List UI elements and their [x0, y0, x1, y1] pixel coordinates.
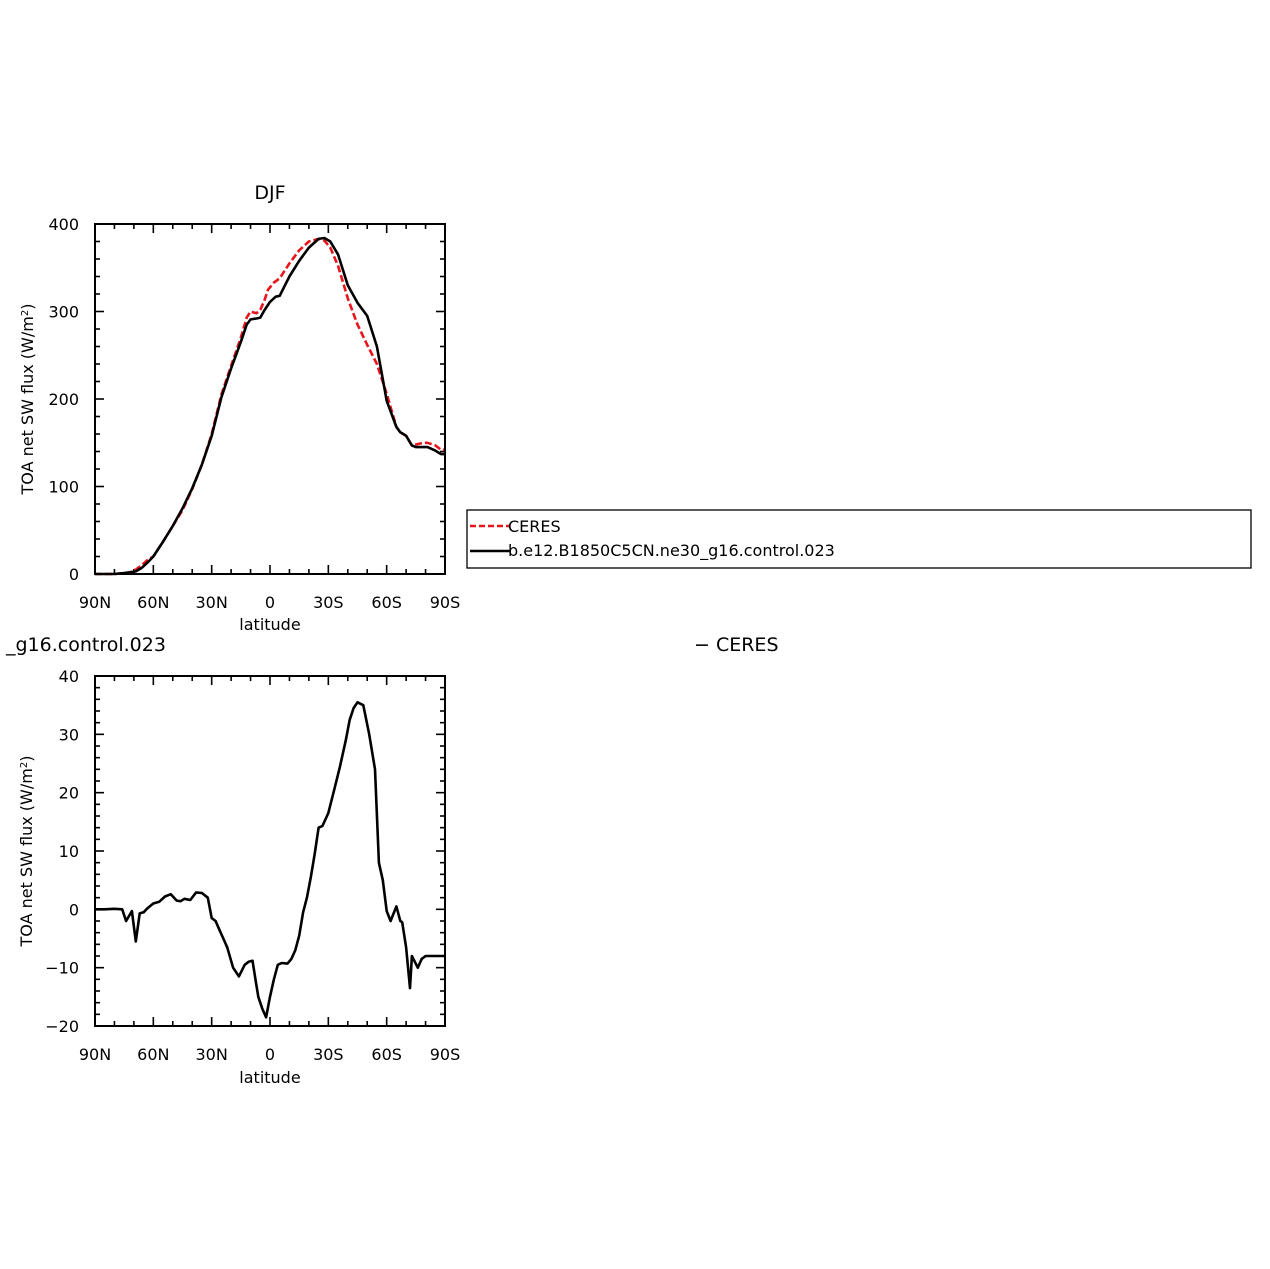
- bottom-title: _g16.control.023: [5, 634, 166, 656]
- bottom-ytick-labels: −20 −10 0 10 20 30 40: [45, 667, 79, 1036]
- top-ylabel-main: TOA net SW flux (W/m: [18, 316, 37, 495]
- top-title: DJF: [254, 182, 285, 204]
- bottom-xlabel: latitude: [239, 1068, 300, 1087]
- top-ytick-labels: 0 100 200 300 400: [48, 215, 79, 584]
- top-ticks: [94, 223, 446, 575]
- legend-item-ceres: CERES: [470, 517, 561, 536]
- top-ytick-label: 400: [48, 215, 79, 234]
- bottom-ytick-label: −20: [45, 1017, 79, 1036]
- bottom-xtick-labels: 90N 60N 30N 0 30S 60S 90S: [79, 1045, 460, 1064]
- top-xtick-label: 90S: [430, 593, 461, 612]
- top-plot-frame: [94, 223, 446, 575]
- top-ylabel: TOA net SW flux (W/m2): [18, 304, 37, 496]
- top-ytick-label: 300: [48, 303, 79, 322]
- legend-box: [466, 509, 1252, 569]
- top-ylabel-end: ): [18, 304, 37, 310]
- bottom-ytick-label: 10: [59, 842, 79, 861]
- bottom-xtick-label: 60N: [137, 1045, 169, 1064]
- top-xtick-label: 0: [265, 593, 275, 612]
- top-xtick-label: 30S: [313, 593, 344, 612]
- legend-label-ceres: CERES: [508, 517, 561, 536]
- legend-item-model: b.e12.B1850C5CN.ne30_g16.control.023: [470, 541, 835, 561]
- top-series: [95, 236, 445, 576]
- bottom-xtick-label: 90S: [430, 1045, 461, 1064]
- top-ytick-label: 200: [48, 390, 79, 409]
- bottom-series: [95, 700, 445, 1019]
- bottom-xtick-label: 30N: [196, 1045, 228, 1064]
- bottom-ytick-label: 30: [59, 725, 79, 744]
- top-xlabel: latitude: [239, 615, 300, 634]
- bottom-subtitle: − CERES: [694, 634, 779, 656]
- bottom-ticks: [94, 675, 446, 1027]
- bottom-ylabel: TOA net SW flux (W/m2): [17, 756, 36, 948]
- bottom-plot-frame: [94, 675, 446, 1027]
- bottom-xtick-label: 60S: [371, 1045, 402, 1064]
- bottom-ytick-label: −10: [45, 959, 79, 978]
- top-xtick-labels: 90N 60N 30N 0 30S 60S 90S: [79, 593, 460, 612]
- bottom-xtick-label: 30S: [313, 1045, 344, 1064]
- top-xtick-label: 30N: [196, 593, 228, 612]
- bottom-ytick-label: 20: [59, 784, 79, 803]
- top-xtick-label: 90N: [79, 593, 111, 612]
- bottom-series-line-0: [95, 700, 445, 1019]
- legend-label-model: b.e12.B1850C5CN.ne30_g16.control.023: [508, 541, 835, 561]
- top-xtick-label: 60S: [371, 593, 402, 612]
- legend: CERES b.e12.B1850C5CN.ne30_g16.control.0…: [466, 509, 1252, 569]
- bottom-xtick-label: 90N: [79, 1045, 111, 1064]
- top-ytick-label: 0: [69, 565, 79, 584]
- bottom-ytick-label: 0: [69, 900, 79, 919]
- top-xtick-label: 60N: [137, 593, 169, 612]
- top-series-line-1: [95, 236, 445, 576]
- bottom-ylabel-end: ): [17, 756, 36, 762]
- plot-top: DJF 0 100 200 300 400 90N 60N 30N 0 30S 60S 90S la…: [18, 182, 460, 634]
- bottom-ylabel-sup: 2: [19, 762, 30, 768]
- bottom-xtick-label: 0: [265, 1045, 275, 1064]
- top-ytick-label: 100: [48, 478, 79, 497]
- top-ylabel-sup: 2: [20, 310, 31, 316]
- bottom-ylabel-main: TOA net SW flux (W/m: [17, 768, 36, 947]
- bottom-ytick-label: 40: [59, 667, 79, 686]
- plot-bottom: _g16.control.023 − CERES −20−10010203040…: [5, 634, 779, 1087]
- top-series-line-0: [95, 237, 445, 576]
